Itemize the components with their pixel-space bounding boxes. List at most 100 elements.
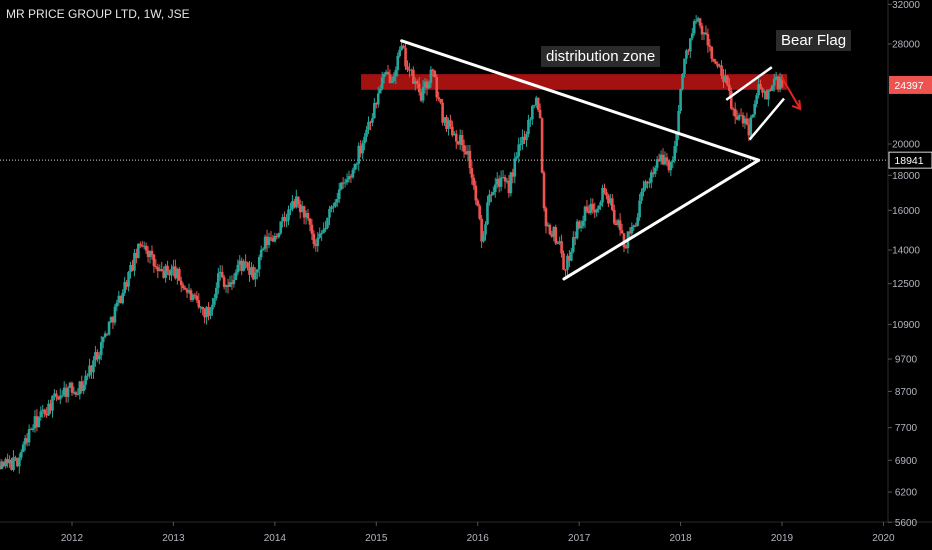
candle-body [195,295,199,301]
candle-body [133,252,136,271]
candle-body [193,294,197,296]
candle-body [257,257,261,270]
candle-body [554,226,558,244]
candle-body [739,115,743,117]
candle-body [90,365,93,373]
candle-body [517,144,520,157]
candle-body [607,195,610,204]
candle-body [531,106,534,120]
candle-body [753,103,756,115]
candle-body [21,444,25,452]
candle-body [458,135,462,145]
candle-body [490,194,493,196]
candle-body [605,192,608,196]
candle-body [160,269,164,272]
x-tick-label: 2018 [669,533,692,544]
candle-body [16,458,19,467]
candle-body [367,121,370,130]
candle-body [593,209,597,213]
candle-body [696,18,700,21]
candle-body [427,83,431,89]
candle-body [281,216,284,222]
candle-body [101,336,105,343]
candle-body [638,200,641,218]
candle-body [45,413,48,416]
candle-body [519,144,522,146]
candle-body [706,34,710,46]
candle-body [474,185,478,201]
candle-body [493,184,497,193]
candle-body [482,234,485,242]
candle-body [302,206,306,218]
candle-body [234,272,238,280]
candle-body [443,117,446,123]
candle-body [121,293,125,304]
candle-body [571,237,575,252]
candle-body [614,223,618,225]
y-tick-label: 32000 [892,0,920,11]
y-tick-label: 16000 [892,206,920,217]
candle-body [365,129,368,137]
candle-body [324,227,327,230]
candle-body [162,271,165,278]
candle-body [628,231,632,234]
candle-body [523,136,526,141]
x-tick-label: 2013 [162,533,185,544]
candle-body [503,177,507,182]
current-price-tag [889,75,932,94]
candle-body [144,245,148,251]
y-tick-label: 10900 [892,320,920,331]
candle-body [669,162,673,171]
candle-body [80,381,84,391]
candle-body [521,136,524,145]
candle-body [589,203,593,213]
candle-body [230,282,234,285]
candle-body [314,244,318,247]
candle-body [702,32,706,35]
candle-body [14,457,17,459]
candle-body [369,121,372,123]
bear-arrow [781,77,802,110]
candle-body [246,262,249,268]
candle-body [486,202,489,225]
candle-body [704,32,708,35]
candle-body [552,226,556,237]
candle-body [534,97,538,106]
candle-body [429,69,433,84]
candle-body [82,384,86,391]
candle-body [484,224,487,235]
candle-body [632,225,636,228]
candle-body [675,133,678,147]
candle-body [712,58,716,62]
candle-body [501,177,505,179]
candle-body [724,75,727,82]
candle-body [62,387,66,396]
candle-body [402,45,405,48]
candle-body [449,120,452,127]
candle-body [767,89,770,100]
candle-body [4,459,7,467]
candle-body [529,119,532,121]
candle-body [283,216,286,222]
candle-body [291,201,294,210]
candle-body [478,205,481,219]
candle-body [595,209,598,213]
x-tick-label: 2014 [264,533,287,544]
candle-body [256,269,259,273]
candle-body [620,230,624,234]
candle-body [216,273,220,288]
candle-body [296,196,300,205]
candle-body [300,206,304,213]
candle-body [205,306,208,318]
candle-body [737,115,741,120]
candle-body [287,209,290,221]
candle-body [218,271,222,274]
candle-body [671,159,675,163]
candle-body [58,395,62,400]
candle-body [495,178,499,185]
candle-body [125,282,128,287]
candle-body [357,145,361,164]
candle-body [339,182,343,190]
candle-body [127,272,130,287]
candle-body [6,459,9,464]
